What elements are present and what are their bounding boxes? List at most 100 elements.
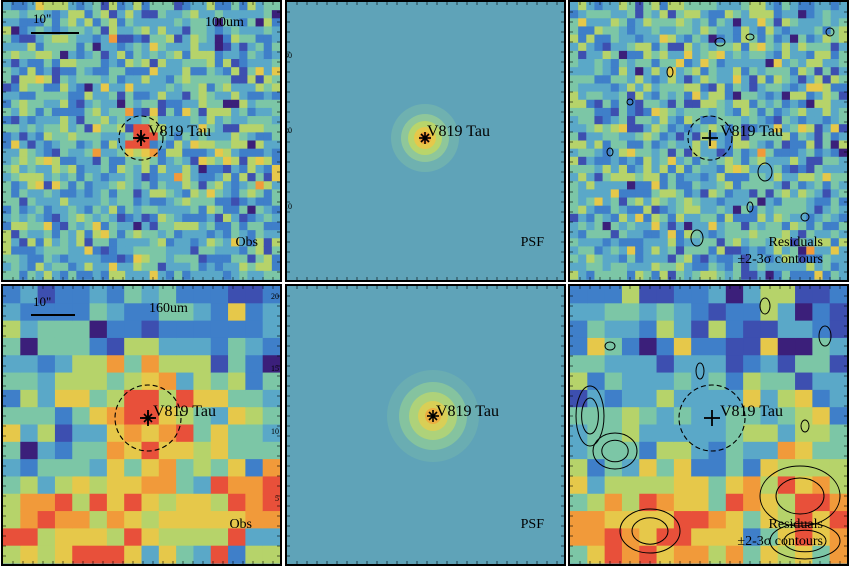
map-pixel [182, 246, 191, 256]
map-pixel [610, 91, 620, 101]
map-pixel [245, 337, 264, 356]
map-pixel [84, 238, 94, 248]
map-pixel [51, 238, 61, 248]
map-pixel [11, 67, 20, 76]
map-pixel [659, 124, 669, 133]
map-pixel [692, 230, 701, 239]
map-pixel [814, 262, 824, 272]
map-pixel [245, 459, 264, 478]
map-pixel [594, 91, 604, 101]
map-pixel [231, 132, 240, 142]
map-pixel [684, 213, 693, 223]
map-pixel [741, 50, 750, 60]
map-pixel [732, 246, 742, 256]
map-pixel [741, 164, 750, 174]
map-pixel [732, 132, 742, 142]
map-pixel [700, 124, 710, 133]
map-pixel [667, 140, 677, 150]
map-pixel [60, 230, 69, 239]
map-pixel [765, 221, 775, 231]
map-pixel [806, 132, 816, 142]
map-pixel [11, 124, 20, 133]
map-pixel [108, 67, 118, 76]
map-pixel [239, 50, 249, 60]
map-pixel [3, 26, 12, 36]
map-pixel [716, 42, 726, 52]
map-pixel [773, 99, 783, 109]
map-pixel [133, 221, 143, 231]
map-pixel [157, 238, 167, 248]
map-pixel [190, 91, 200, 101]
map-pixel [814, 254, 824, 264]
map-pixel [182, 197, 191, 207]
map-pixel [3, 124, 12, 133]
map-pixel [749, 164, 758, 174]
map-pixel [724, 34, 734, 44]
map-pixel [806, 213, 816, 223]
map-pixel [586, 99, 596, 109]
map-pixel [108, 197, 118, 207]
map-pixel [106, 337, 125, 356]
map-pixel [604, 528, 623, 547]
map-pixel [724, 50, 734, 60]
map-pixel [643, 238, 653, 248]
map-pixel [773, 10, 783, 19]
map-pixel [594, 124, 604, 133]
map-pixel [659, 140, 669, 150]
map-pixel [760, 424, 779, 443]
map-pixel [133, 156, 143, 166]
map-pixel [822, 205, 832, 215]
map-pixel [165, 34, 175, 44]
map-pixel [781, 221, 791, 231]
map-pixel [20, 545, 39, 564]
map-pixel [100, 254, 110, 264]
map-pixel [222, 140, 232, 150]
map-pixel [749, 254, 758, 264]
map-pixel [659, 164, 669, 174]
map-pixel [125, 262, 134, 272]
map-pixel [781, 132, 791, 142]
map-pixel [106, 441, 125, 460]
map-pixel [263, 34, 273, 44]
map-pixel [570, 50, 579, 60]
map-pixel [692, 26, 701, 36]
source-label: V819 Tau [720, 403, 784, 420]
map-pixel [100, 270, 110, 280]
map-pixel [829, 459, 847, 478]
map-pixel [760, 286, 779, 304]
map-pixel [643, 99, 653, 109]
map-pixel [643, 116, 653, 125]
map-pixel [124, 337, 143, 356]
map-pixel [124, 389, 143, 408]
map-pixel [174, 99, 183, 109]
map-pixel [214, 262, 224, 272]
map-pixel [11, 238, 20, 248]
map-pixel [176, 528, 195, 547]
map-pixel [27, 213, 37, 223]
map-pixel [19, 132, 29, 142]
map-pixel [124, 476, 143, 495]
map-pixel [743, 459, 762, 478]
map-pixel [3, 156, 12, 166]
map-pixel [691, 407, 710, 426]
map-pixel [604, 545, 623, 564]
map-pixel [255, 83, 265, 93]
map-pixel [141, 355, 160, 374]
map-pixel [570, 493, 588, 512]
map-pixel [618, 181, 628, 190]
map-pixel [627, 140, 636, 150]
map-pixel [239, 116, 249, 125]
map-pixel [795, 320, 813, 339]
map-pixel [578, 164, 587, 174]
map-pixel [35, 140, 45, 150]
map-pixel [673, 493, 692, 512]
map-pixel [27, 270, 37, 280]
map-pixel [773, 42, 783, 52]
map-pixel [830, 230, 840, 239]
map-pixel [157, 164, 167, 174]
map-pixel [76, 50, 86, 60]
map-pixel [806, 83, 816, 93]
map-pixel [700, 26, 710, 36]
map-pixel [206, 67, 216, 76]
residual-contour [745, 33, 755, 41]
